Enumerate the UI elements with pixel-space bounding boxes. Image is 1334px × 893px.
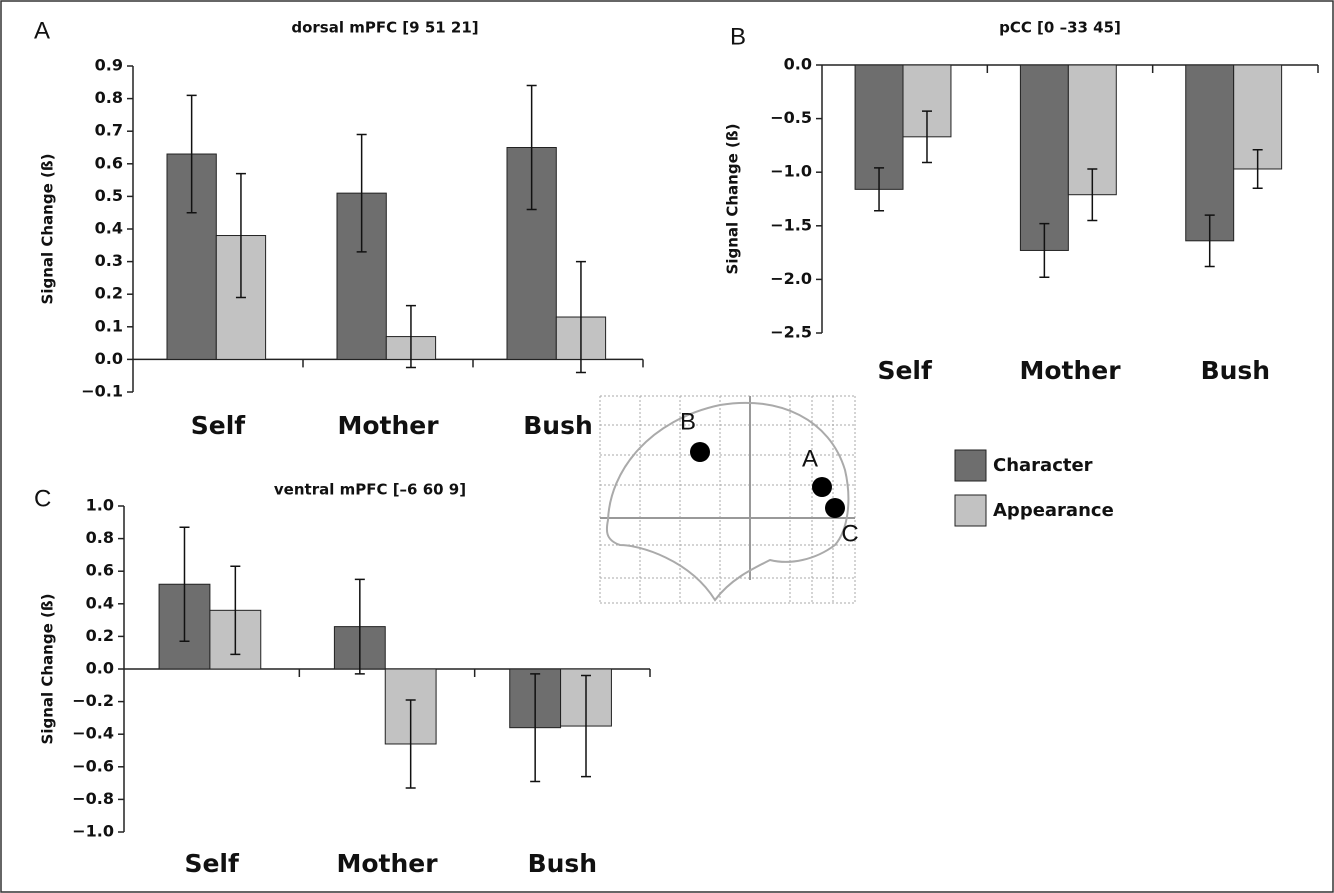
legend-swatch: [955, 450, 986, 481]
x-tick-label: Mother: [337, 411, 439, 440]
x-tick-label: Self: [877, 356, 933, 385]
y-axis-label: Signal Change (ß): [39, 154, 57, 305]
legend-label: Appearance: [993, 500, 1114, 521]
y-tick-label: 0.0: [86, 659, 114, 678]
roi-label: B: [680, 408, 696, 435]
chart-title: ventral mPFC [–6 60 9]: [274, 481, 466, 499]
figure: B A C Adorsal mPFC [9 51 21] Signal Chang…: [0, 0, 1334, 893]
y-axis-label: Signal Change (ß): [724, 124, 742, 275]
frame: [1, 1, 1333, 892]
y-tick-label: −0.1: [81, 382, 123, 401]
y-tick-label: 0.4: [95, 219, 123, 238]
roi-dot: [825, 498, 845, 518]
chart-title: pCC [0 –33 45]: [999, 19, 1121, 37]
x-tick-label: Mother: [1019, 356, 1121, 385]
x-tick-label: Mother: [336, 849, 438, 878]
y-tick-label: −0.2: [72, 691, 114, 710]
y-tick-label: 0.6: [86, 561, 114, 580]
y-tick-label: −1.5: [770, 215, 812, 234]
bar: [1020, 65, 1068, 250]
y-tick-label: 0.3: [95, 251, 123, 270]
panel-label: A: [34, 17, 50, 44]
y-tick-label: 0.2: [86, 626, 114, 645]
legend-swatch: [955, 495, 986, 526]
roi-label: C: [841, 520, 858, 547]
y-tick-label: 0.8: [86, 528, 114, 547]
roi-label: A: [802, 445, 818, 472]
chart-title: dorsal mPFC [9 51 21]: [291, 19, 478, 37]
panel-label: C: [34, 485, 51, 512]
y-tick-label: −2.5: [770, 323, 812, 342]
legend-label: Character: [993, 455, 1093, 476]
y-tick-label: 0.0: [784, 55, 812, 74]
y-tick-label: 0.9: [95, 56, 123, 75]
x-tick-label: Self: [191, 411, 247, 440]
x-tick-label: Self: [184, 849, 240, 878]
roi-dot: [812, 477, 832, 497]
y-tick-label: −1.0: [72, 822, 114, 841]
y-tick-label: −0.8: [72, 789, 114, 808]
roi-dot: [690, 442, 710, 462]
y-axis-label: Signal Change (ß): [39, 594, 57, 745]
y-tick-label: −1.0: [770, 162, 812, 181]
y-tick-label: −2.0: [770, 269, 812, 288]
panel-label: B: [730, 23, 746, 50]
y-tick-label: −0.4: [72, 724, 114, 743]
y-tick-label: 0.4: [86, 593, 114, 612]
x-tick-label: Bush: [528, 849, 598, 878]
x-tick-label: Bush: [1201, 356, 1271, 385]
y-tick-label: −0.6: [72, 756, 114, 775]
y-tick-label: 0.6: [95, 153, 123, 172]
y-tick-label: 0.0: [95, 349, 123, 368]
y-tick-label: 0.7: [95, 121, 123, 140]
y-tick-label: −0.5: [770, 108, 812, 127]
y-tick-label: 0.8: [95, 88, 123, 107]
y-tick-label: 0.1: [95, 316, 123, 335]
y-tick-label: 0.5: [95, 186, 123, 205]
y-tick-label: 0.2: [95, 284, 123, 303]
y-tick-label: 1.0: [86, 496, 114, 515]
x-tick-label: Bush: [523, 411, 593, 440]
